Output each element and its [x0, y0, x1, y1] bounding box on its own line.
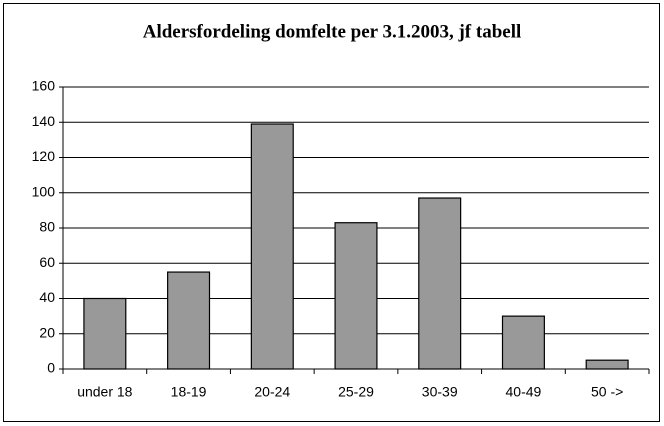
y-tick-label: 80 [39, 219, 55, 235]
bar [167, 271, 211, 370]
bar [83, 297, 127, 370]
x-tick-label: 30-39 [422, 384, 458, 400]
x-tick-label: under 18 [77, 384, 132, 400]
y-tick-label: 20 [39, 324, 55, 340]
y-tick-label: 0 [47, 360, 55, 376]
bar [250, 123, 294, 370]
bar [501, 315, 545, 370]
x-tick-label: 20-24 [254, 384, 290, 400]
y-tick-label: 100 [32, 183, 56, 199]
bar [418, 197, 462, 370]
y-tick-label: 160 [32, 78, 56, 94]
x-tick-label: 40-49 [506, 384, 542, 400]
y-tick-label: 40 [39, 289, 55, 305]
x-tick-label: 25-29 [338, 384, 374, 400]
y-tick-label: 60 [39, 254, 55, 270]
bar [334, 222, 378, 370]
bar [585, 359, 629, 370]
chart-title: Aldersfordeling domfelte per 3.1.2003, j… [143, 21, 522, 42]
x-tick-label: 50 -> [591, 384, 623, 400]
y-tick-label: 140 [32, 113, 56, 129]
y-tick-label: 120 [32, 148, 56, 164]
x-tick-label: 18-19 [171, 384, 207, 400]
